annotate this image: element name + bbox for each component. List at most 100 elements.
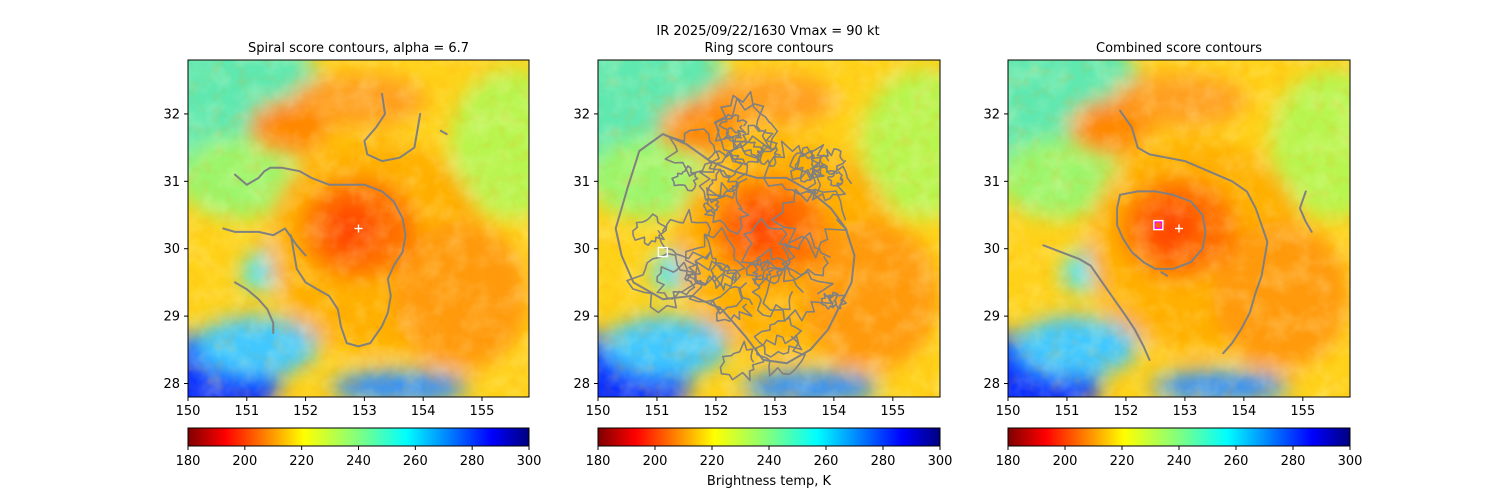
contour-line xyxy=(729,140,763,166)
contour-line xyxy=(762,265,834,322)
y-tick-label: 31 xyxy=(983,175,1000,190)
x-tick-label: 150 xyxy=(996,404,1021,419)
colorbar-tick-label: 260 xyxy=(1224,454,1249,469)
center-plus-marker xyxy=(1175,224,1183,233)
contour-line xyxy=(818,148,847,173)
x-tick-label: 154 xyxy=(821,404,846,419)
center-square-marker xyxy=(1153,219,1164,231)
contour-line xyxy=(671,165,699,192)
contour-line xyxy=(658,208,712,260)
y-tick-label: 29 xyxy=(163,310,180,325)
colorbar-tick-label: 220 xyxy=(1110,454,1135,469)
x-tick-label: 152 xyxy=(293,404,318,419)
contour-line xyxy=(1042,244,1151,361)
x-tick-label: 150 xyxy=(176,404,201,419)
axes-frame xyxy=(1007,59,1351,398)
ir-image xyxy=(1008,60,1350,397)
y-tick-label: 29 xyxy=(573,310,590,325)
axes-frame xyxy=(597,59,941,398)
contour-line xyxy=(664,128,720,177)
colorbar-tick-label: 280 xyxy=(871,454,896,469)
y-tick-label: 28 xyxy=(983,377,1000,392)
colorbar-gradient xyxy=(1007,427,1351,447)
y-tick-label: 28 xyxy=(163,377,180,392)
contour-line xyxy=(222,227,307,257)
x-tick-label: 154 xyxy=(411,404,436,419)
x-tick-label: 150 xyxy=(586,404,611,419)
contour-line xyxy=(805,165,852,202)
colorbar-tick-label: 260 xyxy=(403,454,428,469)
y-tick-label: 30 xyxy=(163,242,180,257)
colorbar-tick-label: 180 xyxy=(176,454,201,469)
colorbar-tick-label: 240 xyxy=(757,454,782,469)
colorbar-tick-label: 240 xyxy=(1167,454,1192,469)
x-tick-label: 155 xyxy=(470,404,495,419)
contour-line xyxy=(234,166,407,348)
colorbar-tick-label: 220 xyxy=(289,454,314,469)
contour-line xyxy=(688,250,730,285)
x-tick-label: 155 xyxy=(880,404,905,419)
contour-line xyxy=(626,252,702,314)
y-tick-label: 32 xyxy=(983,107,1000,122)
contour-line xyxy=(706,169,738,199)
contour-line xyxy=(739,124,778,163)
colorbar-tick-label: 200 xyxy=(232,454,257,469)
contour-line xyxy=(1298,190,1313,233)
contour-line xyxy=(827,170,844,187)
panel-title: Combined score contours xyxy=(1096,41,1262,56)
panel-title: Spiral score contours, alpha = 6.7 xyxy=(248,41,469,56)
colorbar-tick-label: 300 xyxy=(1338,454,1363,469)
colorbar-tick-label: 240 xyxy=(346,454,371,469)
contour-line xyxy=(685,226,746,287)
center-square-marker xyxy=(657,246,669,258)
figure-suptitle: IR 2025/09/22/1630 Vmax = 90 kt xyxy=(656,24,879,39)
colorbar-gradient xyxy=(187,427,530,447)
colorbar-tick-label: 280 xyxy=(460,454,485,469)
contour-line xyxy=(1160,271,1169,277)
panel-2: Ring score contours 150 151 152 153 154 155 28 2… xyxy=(573,41,952,469)
ir-image xyxy=(188,60,529,397)
contour-line xyxy=(771,188,848,259)
x-tick-label: 152 xyxy=(1114,404,1139,419)
contour-line xyxy=(1116,190,1207,270)
colorbar-tick-label: 180 xyxy=(586,454,611,469)
y-tick-label: 28 xyxy=(573,377,590,392)
contour-line xyxy=(751,266,804,318)
contour-line xyxy=(363,92,422,163)
colorbar-gradient xyxy=(597,427,941,447)
contour-line xyxy=(745,248,789,287)
ir-image xyxy=(598,60,940,397)
contour-line xyxy=(827,291,847,310)
contour-line xyxy=(724,127,742,142)
x-tick-label: 153 xyxy=(352,404,377,419)
colorbar-label: Brightness temp, K xyxy=(707,474,832,489)
contour-line xyxy=(698,150,749,201)
contour-line xyxy=(719,340,765,382)
contour-line xyxy=(614,133,856,365)
contour-line xyxy=(789,144,830,180)
contour-line xyxy=(763,140,822,196)
contour-line xyxy=(703,198,720,216)
contour-line xyxy=(713,90,779,150)
contour-line xyxy=(753,317,803,358)
contour-line xyxy=(714,97,770,159)
colorbar-tick-label: 200 xyxy=(1053,454,1078,469)
colorbar-tick-label: 260 xyxy=(814,454,839,469)
contour-line xyxy=(439,129,448,136)
y-tick-label: 32 xyxy=(573,107,590,122)
x-tick-label: 151 xyxy=(1055,404,1080,419)
contour-line xyxy=(234,281,275,334)
x-tick-label: 153 xyxy=(1172,404,1197,419)
contour-line xyxy=(752,260,774,281)
colorbar-tick-label: 300 xyxy=(517,454,542,469)
y-tick-label: 31 xyxy=(573,175,590,190)
panel-3: Combined score contours 150 151 152 153 154 15… xyxy=(983,41,1363,469)
y-tick-label: 29 xyxy=(983,310,1000,325)
contour-line xyxy=(710,263,736,291)
contour-line xyxy=(718,113,748,139)
panel-1: Spiral score contours, alpha = 6.7 150 151… xyxy=(163,41,542,469)
colorbar-tick-label: 280 xyxy=(1281,454,1306,469)
colorbar-tick-label: 200 xyxy=(643,454,668,469)
x-tick-label: 151 xyxy=(234,404,259,419)
